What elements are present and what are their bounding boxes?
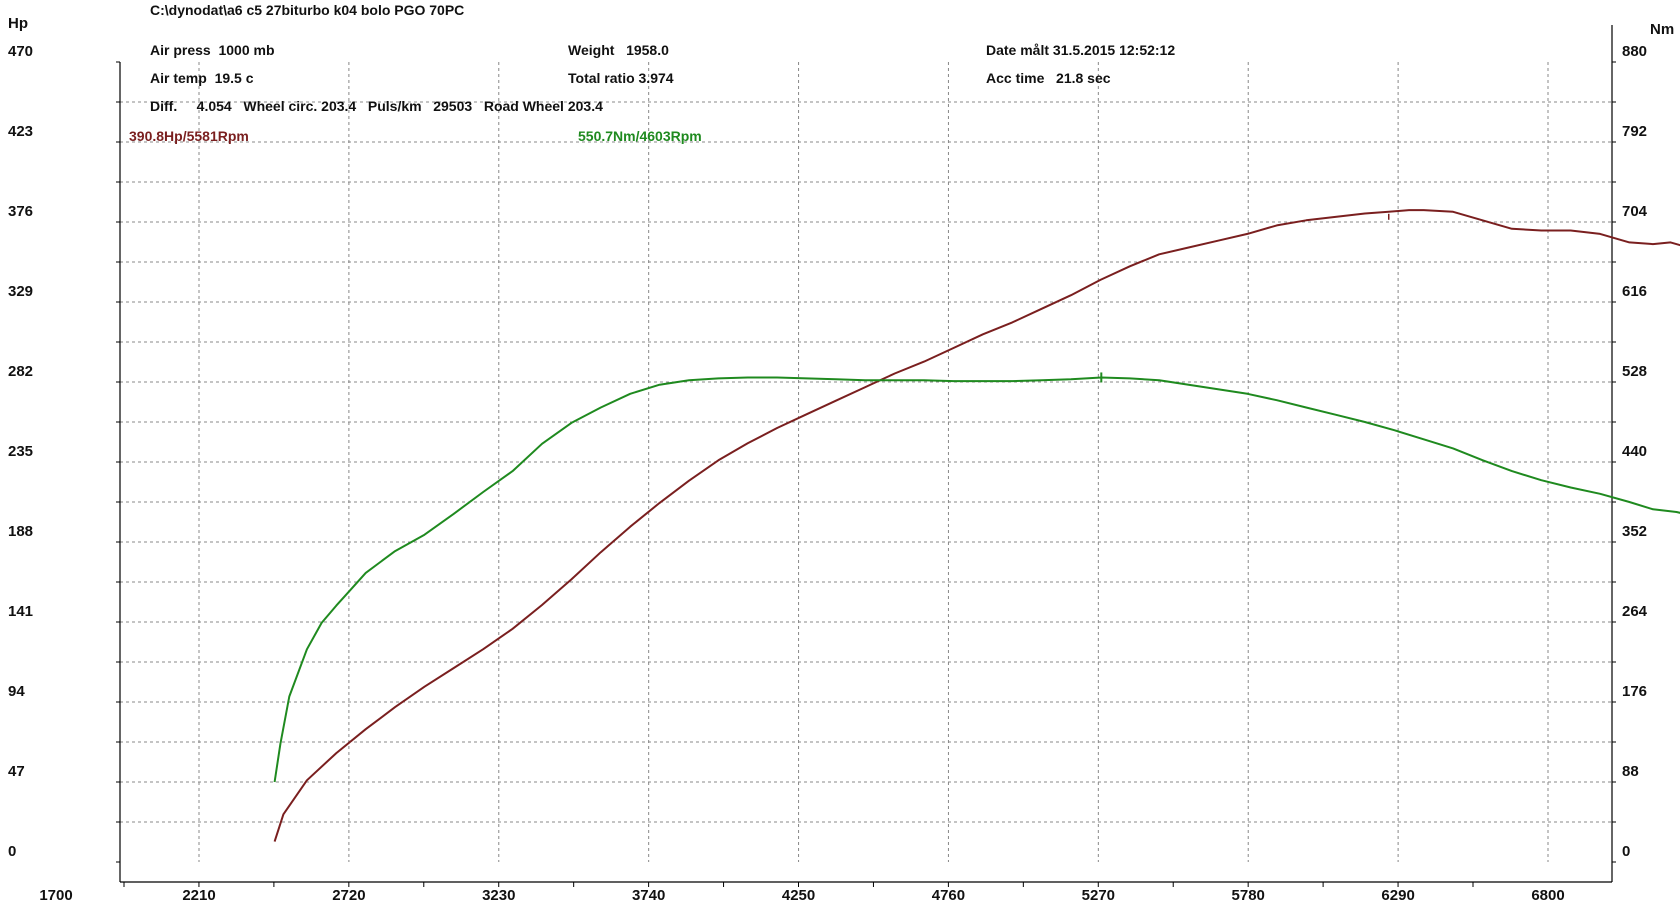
y-right-tick-label: 264 (1622, 603, 1648, 620)
y-left-tick-label: 0 (8, 843, 16, 860)
x-tick-label: 4760 (932, 887, 965, 904)
y-left-tick-label: 329 (8, 283, 33, 300)
diff-line: Diff. 4.054 Wheel circ. 203.4 Puls/km 29… (150, 98, 603, 114)
x-tick-label: 6800 (1531, 887, 1564, 904)
x-tick-label: 6290 (1381, 887, 1414, 904)
air-press: Air press 1000 mb (150, 42, 275, 58)
weight: Weight 1958.0 (568, 42, 669, 58)
y-left-tick-label: 47 (8, 763, 25, 780)
torque-curve (273, 376, 1680, 783)
power-peak-label: 390.8Hp/5581Rpm (129, 128, 249, 144)
y-right-tick-label: 528 (1622, 363, 1647, 380)
x-tick-label: 2720 (332, 887, 365, 904)
y-left-tick-label: 188 (8, 523, 33, 540)
x-tick-label: 1700 (39, 887, 72, 904)
y-left-axis-label: Hp (8, 15, 28, 32)
chart-axes (116, 25, 1616, 887)
y-left-tick-label: 141 (8, 603, 33, 620)
y-right-tick-label: 704 (1622, 203, 1648, 220)
x-tick-label: 3740 (632, 887, 665, 904)
x-tick-label: 5270 (1082, 887, 1115, 904)
x-tick-label: 2210 (182, 887, 215, 904)
y-right-axis-label: Nm (1650, 21, 1674, 38)
y-left-tick-label: 282 (8, 363, 33, 380)
y-right-tick-label: 0 (1622, 843, 1630, 860)
date-measured: Date målt 31.5.2015 12:52:12 (986, 42, 1175, 58)
file-path: C:\dynodat\a6 c5 27biturbo k04 bolo PGO … (150, 2, 464, 18)
y-right-tick-label: 352 (1622, 523, 1647, 540)
y-right-tick-label: 792 (1622, 123, 1647, 140)
y-right-tick-label: 880 (1622, 43, 1647, 60)
x-tick-label: 4250 (782, 887, 815, 904)
torque-peak-label: 550.7Nm/4603Rpm (578, 128, 702, 144)
grid-lines (120, 62, 1612, 862)
y-right-tick-label: 176 (1622, 683, 1647, 700)
y-left-tick-label: 423 (8, 123, 33, 140)
y-left-tick-label: 376 (8, 203, 33, 220)
air-temp: Air temp 19.5 c (150, 70, 254, 86)
power-curve (273, 209, 1680, 842)
y-left-tick-label: 235 (8, 443, 33, 460)
acc-time: Acc time 21.8 sec (986, 70, 1111, 86)
y-left-tick-label: 470 (8, 43, 33, 60)
total-ratio: Total ratio 3.974 (568, 70, 674, 86)
y-right-tick-label: 88 (1622, 763, 1639, 780)
y-left-tick-label: 94 (8, 683, 25, 700)
x-tick-label: 5780 (1232, 887, 1265, 904)
tick-labels: 0 47 94 141 188 235 282 329 376 423 470 0 88 176 264 35… (8, 43, 1648, 904)
x-tick-label: 3230 (482, 887, 515, 904)
data-series (273, 209, 1680, 842)
y-right-tick-label: 616 (1622, 283, 1647, 300)
y-right-tick-label: 440 (1622, 443, 1647, 460)
